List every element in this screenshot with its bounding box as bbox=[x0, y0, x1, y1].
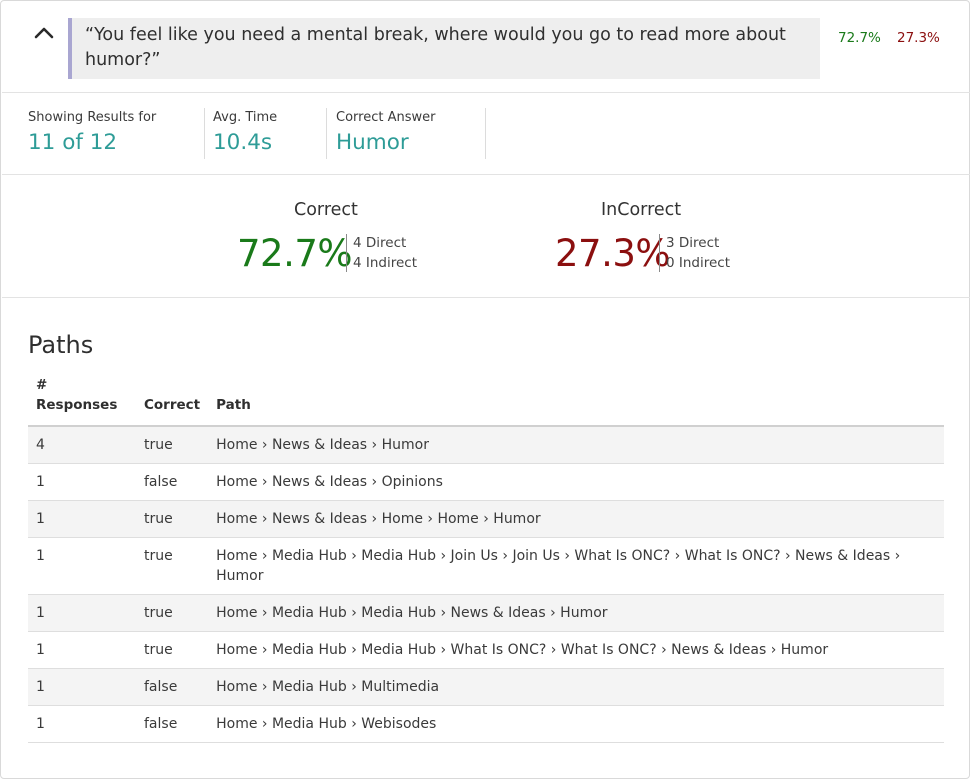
correct-direct: 4 Direct bbox=[353, 235, 407, 251]
correct-percent: 72.7% bbox=[237, 232, 353, 275]
cell-correct: false bbox=[136, 463, 209, 501]
correct-indirect: 4 Indirect bbox=[353, 255, 418, 271]
cell-responses: 1 bbox=[28, 594, 136, 632]
paths-table-body: 4 true Home › News & Ideas › Humor 1 false Ho… bbox=[28, 426, 944, 743]
stat-showing-results: Showing Results for 11 of 12 bbox=[28, 108, 156, 159]
stat-divider bbox=[204, 108, 205, 159]
cell-responses: 1 bbox=[28, 463, 136, 501]
cell-path: Home › Media Hub › Media Hub › News & Id… bbox=[208, 594, 944, 632]
incorrect-percent-badge: 27.3% bbox=[897, 30, 940, 46]
stat-divider bbox=[326, 108, 327, 159]
header-responses[interactable]: # Responses bbox=[28, 375, 136, 427]
cell-responses: 1 bbox=[28, 500, 136, 538]
cell-path: Home › Media Hub › Media Hub › What Is O… bbox=[208, 631, 944, 669]
incorrect-breakdown: 3 Direct 0 Indirect bbox=[666, 233, 730, 273]
cell-responses: 1 bbox=[28, 668, 136, 706]
chevron-up-icon bbox=[34, 27, 54, 39]
table-row: 1 true Home › Media Hub › Media Hub › Join… bbox=[28, 537, 944, 595]
collapse-button[interactable] bbox=[31, 20, 57, 46]
cell-path: Home › News & Ideas › Humor bbox=[208, 426, 944, 464]
stat-avg-time: Avg. Time 10.4s bbox=[213, 108, 277, 159]
question-header: “You feel like you need a mental break, … bbox=[2, 2, 970, 93]
stats-row: Showing Results for 11 of 12 Avg. Time 1… bbox=[2, 94, 970, 175]
incorrect-indirect: 0 Indirect bbox=[666, 255, 731, 271]
correct-title: Correct bbox=[294, 200, 358, 220]
header-correct[interactable]: Correct bbox=[136, 375, 209, 427]
cell-correct: false bbox=[136, 705, 209, 743]
table-row: 1 false Home › News & Ideas › Opinions bbox=[28, 463, 944, 501]
incorrect-divider bbox=[659, 234, 660, 272]
stat-label: Correct Answer bbox=[336, 110, 436, 125]
paths-table: # Responses Correct Path 4 true Home › New… bbox=[28, 375, 944, 743]
table-row: 4 true Home › News & Ideas › Humor bbox=[28, 426, 944, 464]
table-row: 1 false Home › Media Hub › Webisodes bbox=[28, 705, 944, 743]
stat-label: Showing Results for bbox=[28, 110, 157, 125]
cell-correct: false bbox=[136, 668, 209, 706]
cell-responses: 1 bbox=[28, 631, 136, 669]
correct-percent-badge: 72.7% bbox=[838, 30, 881, 46]
table-header-row: # Responses Correct Path bbox=[28, 375, 944, 427]
table-row: 1 true Home › Media Hub › Media Hub › News… bbox=[28, 594, 944, 632]
correct-divider bbox=[346, 234, 347, 272]
table-row: 1 true Home › Media Hub › Media Hub › What… bbox=[28, 631, 944, 669]
question-text: “You feel like you need a mental break, … bbox=[68, 18, 820, 79]
cell-correct: true bbox=[136, 594, 209, 632]
stat-value: 11 of 12 bbox=[28, 130, 118, 155]
result-summary: Correct 72.7% 4 Direct 4 Indirect InCorr… bbox=[2, 176, 970, 298]
correct-breakdown: 4 Direct 4 Indirect bbox=[353, 233, 417, 273]
cell-path: Home › News & Ideas › Home › Home › Humo… bbox=[208, 500, 944, 538]
cell-responses: 1 bbox=[28, 537, 136, 595]
table-row: 1 false Home › Media Hub › Multimedia bbox=[28, 668, 944, 706]
incorrect-title: InCorrect bbox=[601, 200, 682, 220]
stat-label: Avg. Time bbox=[213, 110, 278, 125]
cell-correct: true bbox=[136, 631, 209, 669]
header-responses-label: # Responses bbox=[36, 377, 118, 413]
header-path[interactable]: Path bbox=[208, 375, 944, 427]
cell-path: Home › News & Ideas › Opinions bbox=[208, 463, 944, 501]
cell-path: Home › Media Hub › Webisodes bbox=[208, 705, 944, 743]
stat-correct-answer: Correct Answer Humor bbox=[336, 108, 435, 159]
cell-correct: true bbox=[136, 537, 209, 595]
cell-correct: true bbox=[136, 426, 209, 464]
stat-value: 10.4s bbox=[213, 130, 273, 155]
stat-value: Humor bbox=[336, 130, 409, 155]
table-row: 1 true Home › News & Ideas › Home › Home ›… bbox=[28, 500, 944, 538]
cell-path: Home › Media Hub › Multimedia bbox=[208, 668, 944, 706]
cell-responses: 1 bbox=[28, 705, 136, 743]
cell-correct: true bbox=[136, 500, 209, 538]
incorrect-percent: 27.3% bbox=[555, 232, 671, 275]
incorrect-direct: 3 Direct bbox=[666, 235, 720, 251]
cell-responses: 4 bbox=[28, 426, 136, 464]
paths-title: Paths bbox=[28, 331, 94, 359]
stat-divider bbox=[485, 108, 486, 159]
cell-path: Home › Media Hub › Media Hub › Join Us ›… bbox=[208, 537, 944, 595]
